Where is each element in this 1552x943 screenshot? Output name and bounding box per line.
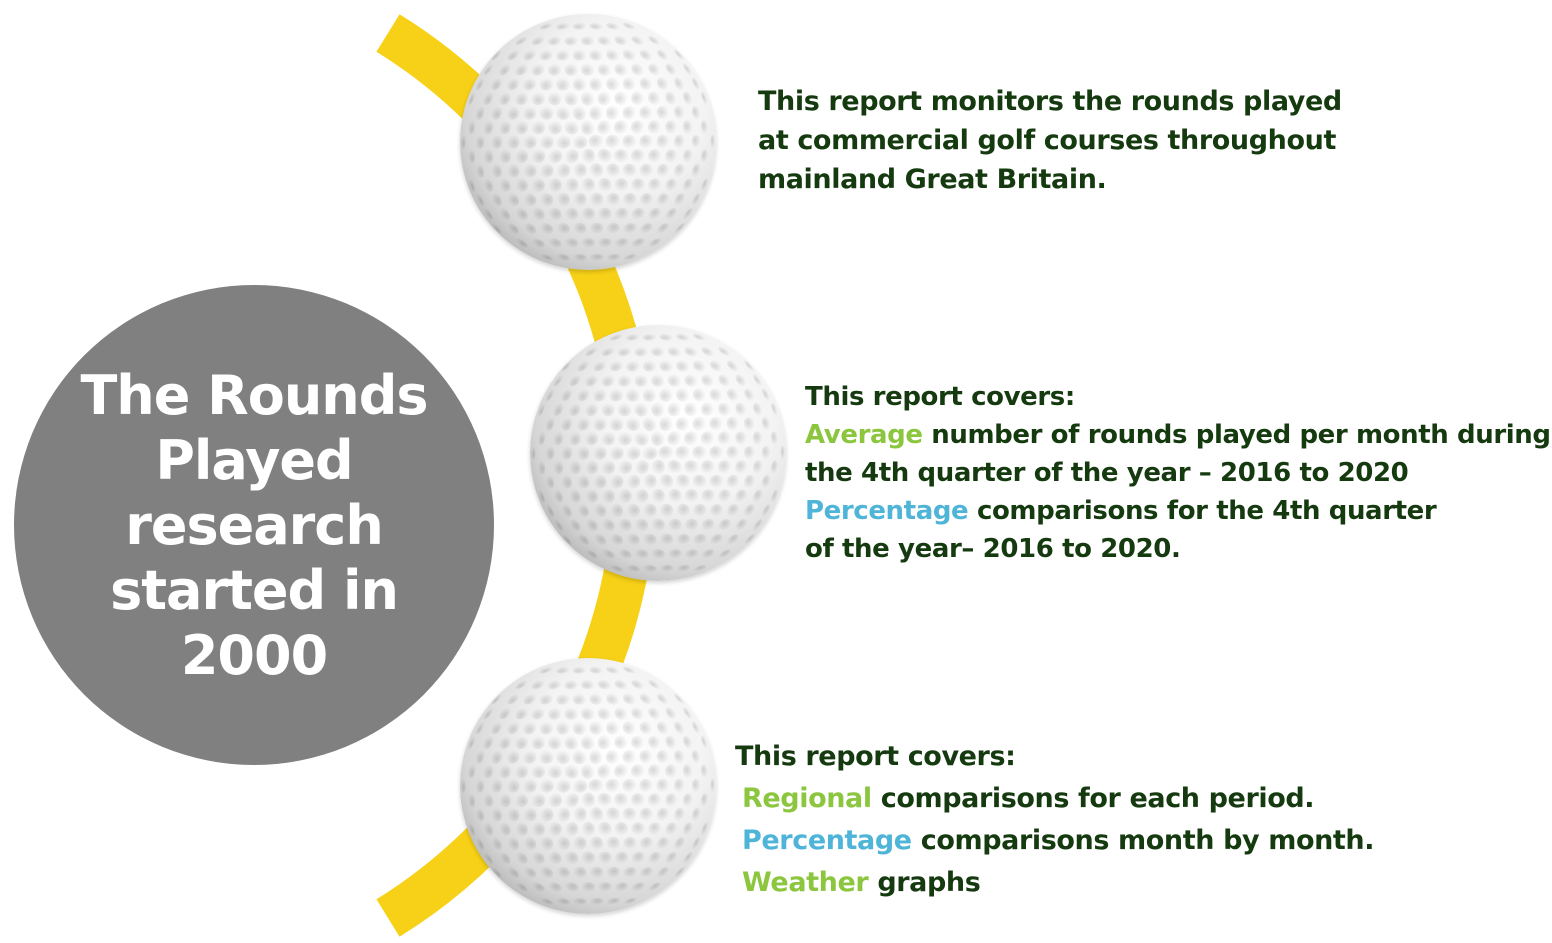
- main-title-line-5: 2000: [180, 623, 328, 687]
- comparison-item-percentage: Percentage comparisons month by month.: [735, 820, 1375, 862]
- average-description: number of rounds played per month during: [931, 420, 1551, 450]
- main-circle-title: The Rounds Played research started in 20…: [74, 363, 434, 688]
- regional-description: comparisons for each period.: [880, 783, 1315, 814]
- quarter-coverage-text: This report covers: Average number of ro…: [805, 378, 1551, 568]
- main-title-line-4: started in: [110, 558, 399, 622]
- scope-line-1: This report monitors the rounds played: [758, 86, 1342, 117]
- golf-ball-icon: [460, 658, 716, 914]
- golf-ball-icon: [460, 14, 716, 270]
- main-title-line-1: The Rounds: [80, 363, 428, 427]
- scope-line-3: mainland Great Britain.: [758, 164, 1107, 195]
- coverage-item-percentage: Percentage comparisons for the 4th quart…: [805, 492, 1551, 530]
- comparison-item-regional: Regional comparisons for each period.: [735, 778, 1374, 820]
- coverage-item-average: Average number of rounds played per mont…: [805, 416, 1551, 454]
- comparison-item-weather: Weather graphs: [735, 862, 1374, 904]
- comparison-heading: This report covers:: [735, 741, 1016, 772]
- percentage-description: comparisons for the 4th quarter: [976, 496, 1437, 526]
- main-title-line-3: research: [125, 493, 384, 557]
- comparison-coverage-text: This report covers: Regional comparisons…: [735, 736, 1375, 904]
- coverage-heading: This report covers:: [805, 382, 1075, 412]
- monthly-percentage-description: comparisons month by month.: [920, 825, 1375, 856]
- average-highlight: Average: [805, 420, 923, 450]
- golf-ball-icon: [530, 325, 786, 581]
- main-title-line-2: Played: [155, 428, 353, 492]
- monthly-percentage-highlight: Percentage: [742, 825, 912, 856]
- main-circle: The Rounds Played research started in 20…: [14, 285, 494, 765]
- regional-highlight: Regional: [742, 783, 872, 814]
- percentage-description-cont: of the year– 2016 to 2020.: [805, 534, 1181, 564]
- weather-description: graphs: [877, 867, 981, 898]
- report-scope-text: This report monitors the rounds played a…: [758, 82, 1342, 199]
- percentage-highlight: Percentage: [805, 496, 969, 526]
- average-description-cont: the 4th quarter of the year – 2016 to 20…: [805, 458, 1409, 488]
- scope-line-2: at commercial golf courses throughout: [758, 125, 1336, 156]
- weather-highlight: Weather: [742, 867, 869, 898]
